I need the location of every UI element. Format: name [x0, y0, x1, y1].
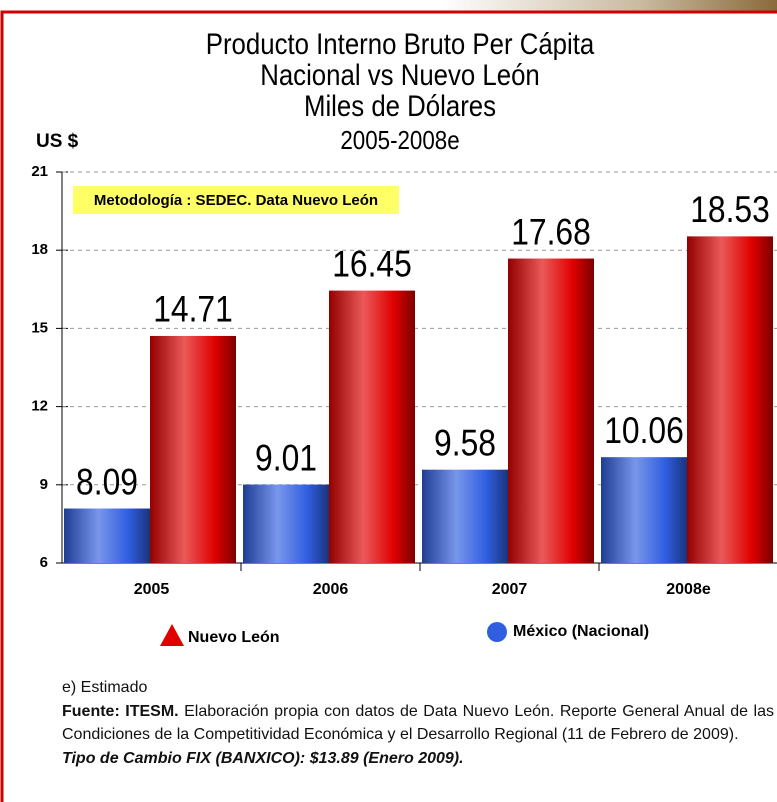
- source-note: Fuente: ITESM. Elaboración propia con da…: [62, 700, 774, 747]
- value-label: 9.01: [255, 438, 317, 479]
- value-label-group: 9.58: [434, 423, 496, 464]
- value-label-group: 18.53: [690, 190, 770, 231]
- y-tick-label: 18: [31, 241, 48, 258]
- x-tick-label: 2007: [492, 581, 528, 598]
- bar: [422, 469, 508, 563]
- header-decoration: [440, 0, 777, 12]
- value-label: 18.53: [690, 190, 770, 231]
- value-label: 16.45: [332, 244, 412, 285]
- bar: [508, 258, 594, 563]
- bar: [64, 508, 150, 563]
- value-label-group: 9.01: [255, 438, 317, 479]
- y-tick-label: 6: [40, 554, 48, 571]
- slide-frame: [0, 10, 777, 802]
- value-label-group: 14.71: [153, 290, 233, 331]
- title-group: Producto Interno Bruto Per Cápita Nacion…: [206, 27, 595, 155]
- legend-label: Nuevo León: [188, 629, 280, 646]
- legend-label: México (Nacional): [513, 623, 649, 640]
- bar: [601, 457, 687, 563]
- value-label: 10.06: [604, 411, 684, 452]
- value-label-group: 17.68: [511, 212, 591, 253]
- bar: [687, 236, 773, 563]
- y-tick-label: 9: [40, 476, 48, 493]
- value-label-group: 10.06: [604, 411, 684, 452]
- y-tick-label: 15: [31, 319, 48, 336]
- value-label: 17.68: [511, 212, 591, 253]
- footnotes: e) Estimado Fuente: ITESM. Elaboración p…: [62, 676, 774, 770]
- x-tick-label: 2006: [313, 581, 349, 598]
- bar: [329, 290, 415, 563]
- chart-title: Nacional vs Nuevo León: [260, 58, 540, 91]
- value-label: 8.09: [76, 462, 138, 503]
- source-label: Fuente: ITESM.: [62, 702, 179, 720]
- chart-subtitle: 2005-2008e: [340, 126, 459, 155]
- x-tick-label: 2008e: [666, 581, 711, 598]
- y-tick-label: 12: [31, 398, 48, 415]
- estimate-note: e) Estimado: [62, 679, 148, 696]
- legend-marker: [160, 624, 184, 646]
- value-label-group: 8.09: [76, 462, 138, 503]
- source-text: Elaboración propia con datos de Data Nue…: [62, 702, 774, 744]
- y-tick-label: 21: [31, 163, 48, 180]
- legend-marker: [487, 622, 507, 642]
- note-box: [73, 186, 399, 214]
- value-label: 9.58: [434, 423, 496, 464]
- value-label: 14.71: [153, 290, 233, 331]
- bar: [150, 335, 236, 563]
- chart-title: Producto Interno Bruto Per Cápita: [206, 27, 595, 60]
- value-label-group: 16.45: [332, 244, 412, 285]
- exchange-note: Tipo de Cambio FIX (BANXICO): $13.89 (En…: [62, 749, 464, 767]
- bar: [243, 484, 329, 563]
- y-axis-label: US $: [36, 131, 79, 152]
- x-tick-label: 2005: [134, 581, 170, 598]
- note-text: Metodología : SEDEC. Data Nuevo León: [94, 192, 378, 209]
- chart-title: Miles de Dólares: [304, 89, 496, 122]
